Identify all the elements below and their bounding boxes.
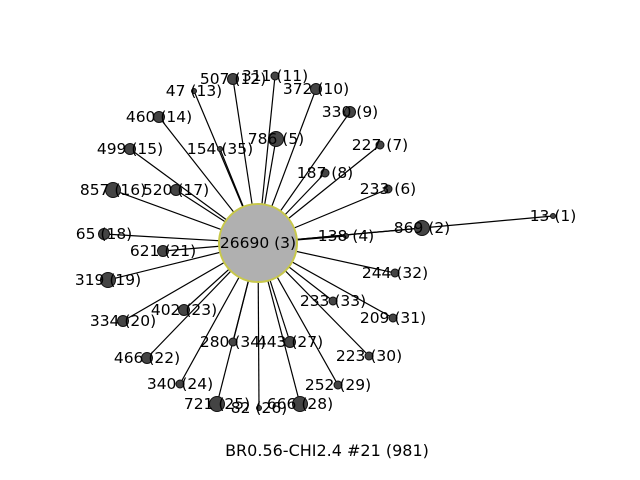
graph-node-label: 402 (23) [151, 301, 217, 319]
hub-node-label: 26690 (3) [220, 234, 296, 252]
graph-node [268, 131, 284, 147]
graph-node [105, 182, 121, 198]
hub-node-group: 26690 (3) [218, 203, 298, 283]
graph-node [178, 304, 190, 316]
graph-node-label: 869 (2) [394, 219, 450, 237]
graph-node-label: 499 (15) [97, 140, 163, 158]
graph-node-label: 280 (34) [200, 333, 266, 351]
graph-node [310, 83, 322, 95]
graph-node [383, 184, 393, 194]
graph-node-label: 340 (24) [147, 375, 213, 393]
graph-node [320, 168, 330, 178]
graph-node [388, 313, 398, 323]
graph-node-label: 227 (7) [352, 136, 408, 154]
graph-node [217, 146, 223, 152]
graph-node-label: 319 (19) [75, 271, 141, 289]
graph-node-label: 47 (13) [166, 82, 222, 100]
graph-node [227, 73, 239, 85]
graph-node [141, 352, 153, 364]
graph-node [292, 396, 308, 412]
diagram-caption: BR0.56-CHI2.4 #21 (981) [225, 441, 429, 460]
graph-node [390, 268, 400, 278]
graph-node-label: 666 (28) [267, 395, 333, 413]
graph-node-label: 466 (22) [114, 349, 180, 367]
graph-node-label: 13 (1) [530, 207, 577, 225]
graph-node-label: 621 (21) [130, 242, 196, 260]
graph-node-label: 65 (18) [76, 225, 132, 243]
graph-node [364, 351, 374, 361]
labels-layer: 13 (1) 869 (2) 138 (4) 786 (5) 233 (6) 227 (7… [75, 67, 576, 417]
graph-node-label: 187 (8) [297, 164, 353, 182]
graph-node-label: 507 (12) [200, 70, 266, 88]
graph-node-label: 233 (6) [360, 180, 416, 198]
graph-node [100, 272, 116, 288]
graph-node [344, 106, 356, 118]
graph-node [375, 140, 385, 150]
graph-node-label: 786 (5) [248, 130, 304, 148]
graph-node-label: 520 (17) [143, 181, 209, 199]
graph-node [170, 184, 182, 196]
graph-node-label: 372 (10) [283, 80, 349, 98]
graph-node-label: 154 (35) [187, 140, 253, 158]
graph-node [191, 88, 197, 94]
graph-node [157, 245, 169, 257]
graph-node-label: 233 (33) [300, 292, 366, 310]
graph-node [153, 111, 165, 123]
graph-node-label: 311 (11) [242, 67, 308, 85]
graph-node-label: 252 (29) [305, 376, 371, 394]
graph-node [414, 220, 430, 236]
graph-node-label: 857 (16) [80, 181, 146, 199]
nodes-layer [98, 71, 556, 412]
graph-node-label: 223 (30) [336, 347, 402, 365]
graph-node-label: 721 (25) [184, 395, 250, 413]
graph-node [117, 315, 129, 327]
graph-node [333, 380, 343, 390]
graph-node [550, 213, 556, 219]
graph-node [270, 71, 280, 81]
graph-node [343, 233, 349, 239]
graph-node [228, 337, 238, 347]
graph-node-label: 209 (31) [360, 309, 426, 327]
graph-node [175, 379, 185, 389]
graph-node [256, 405, 262, 411]
graph-node [124, 143, 136, 155]
graph-node [98, 228, 110, 240]
graph-node-label: 82 (26) [231, 399, 287, 417]
graph-node-label: 460 (14) [126, 108, 192, 126]
graph-node-label: 138 (4) [318, 227, 374, 245]
hub-node [218, 203, 298, 283]
graph-node-label: 330 (9) [322, 103, 378, 121]
graph-node [209, 396, 225, 412]
graph-node [328, 296, 338, 306]
graph-node [284, 336, 296, 348]
graph-node-label: 334 (20) [90, 312, 156, 330]
graph-node-label: 443 (27) [257, 333, 323, 351]
graph-node-label: 244 (32) [362, 264, 428, 282]
